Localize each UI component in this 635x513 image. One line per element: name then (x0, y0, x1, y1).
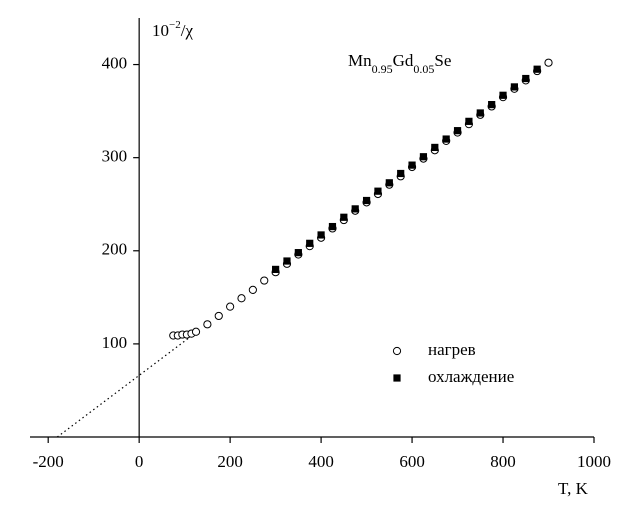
x-tick-label: 1000 (577, 452, 611, 471)
x-tick-label: -200 (33, 452, 64, 471)
marker-circle (260, 276, 269, 285)
marker-square (476, 109, 484, 117)
formula-part: 0.95 (372, 62, 393, 76)
marker-square (306, 239, 314, 247)
x-tick-label: 0 (135, 452, 144, 471)
marker-circle (214, 311, 223, 321)
marker-circle (392, 346, 402, 356)
marker-square (419, 153, 428, 161)
legend-label: охлаждение (428, 367, 514, 386)
marker-square (351, 205, 359, 213)
marker-square (283, 257, 291, 265)
x-tick-label: 800 (490, 452, 516, 471)
marker-square (465, 117, 473, 125)
marker-square (385, 179, 393, 187)
x-tick-label: 400 (308, 452, 334, 471)
extrapolation-line (56, 330, 199, 438)
y-tick-label: 400 (102, 53, 128, 72)
marker-square (442, 135, 450, 143)
marker-square (522, 74, 530, 83)
x-axis-label: T, K (558, 479, 589, 498)
marker-circle (203, 320, 212, 329)
marker-circle (544, 58, 553, 67)
marker-square (397, 169, 405, 178)
marker-circle (248, 285, 257, 294)
x-tick-label: 600 (399, 452, 425, 471)
formula-part: Mn (348, 51, 372, 70)
x-tick-label: 200 (217, 452, 243, 471)
formula-part: 0.05 (413, 62, 434, 76)
marker-square (453, 127, 462, 135)
marker-circle (237, 294, 246, 303)
marker-square (317, 231, 325, 239)
y-tick-label: 300 (102, 147, 128, 166)
y-label-part: 10 (152, 21, 169, 40)
marker-square (294, 249, 302, 257)
marker-square (362, 196, 371, 205)
marker-square (510, 83, 519, 91)
marker-square (328, 222, 337, 231)
marker-circle (226, 302, 235, 311)
marker-square (499, 91, 507, 99)
y-label-part: /χ (181, 21, 194, 40)
marker-square (272, 265, 280, 273)
marker-square (533, 65, 541, 73)
y-tick-label: 100 (102, 333, 128, 352)
y-axis-label: 10−2/χ (152, 19, 193, 40)
formula: Mn0.95Gd0.05Se (348, 51, 451, 76)
marker-square (340, 213, 348, 221)
marker-square (431, 143, 439, 152)
y-tick-label: 200 (102, 240, 128, 259)
formula-part: Se (434, 51, 451, 70)
marker-square (374, 187, 382, 195)
marker-square (408, 161, 416, 169)
y-label-part: −2 (169, 19, 181, 31)
marker-circle (191, 327, 201, 336)
formula-part: Gd (393, 51, 414, 70)
marker-square (488, 100, 496, 109)
marker-square (393, 374, 401, 382)
legend-label: нагрев (428, 340, 476, 359)
